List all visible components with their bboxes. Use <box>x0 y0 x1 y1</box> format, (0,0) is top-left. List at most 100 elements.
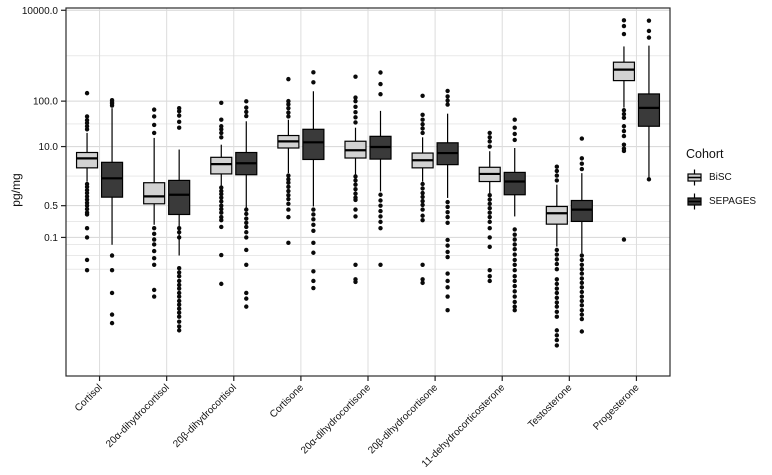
outlier-dot <box>621 31 627 37</box>
box <box>168 179 191 216</box>
outlier-dot <box>420 207 425 212</box>
outlier-dot <box>512 304 517 309</box>
outlier-dot <box>579 276 585 281</box>
outlier-dot <box>487 139 492 144</box>
series-bisc <box>75 18 636 348</box>
outlier-dot <box>353 214 358 219</box>
outlier-dot <box>151 231 157 237</box>
y-tick-label: 100.0 <box>33 97 58 108</box>
outlier-dot <box>420 198 425 204</box>
outlier-dot <box>176 294 182 299</box>
outlier-dot <box>84 90 90 96</box>
outlier-dot <box>445 237 450 243</box>
boxplot-sepages-2 <box>235 99 258 309</box>
outlier-dot <box>579 285 585 290</box>
outlier-dot <box>445 254 450 260</box>
outlier-dot <box>109 253 115 258</box>
outlier-dot <box>621 108 627 113</box>
outlier-dot <box>512 308 517 313</box>
outlier-dot <box>579 156 585 161</box>
y-tick-label: 10.0 <box>39 142 59 153</box>
boxplot-bisc-7 <box>545 164 568 348</box>
outlier-dot <box>445 204 450 210</box>
outlier-dot <box>244 262 249 267</box>
outlier-dot <box>487 197 492 202</box>
outlier-dot <box>554 266 560 272</box>
outlier-dot <box>151 242 157 247</box>
outlier-dot <box>244 220 249 225</box>
boxplot-sepages-4 <box>369 70 392 267</box>
outlier-dot <box>219 281 224 287</box>
outlier-dot <box>378 81 383 87</box>
legend: Cohort BiSC SEPAGES <box>686 147 756 217</box>
box <box>637 93 661 127</box>
outlier-dot <box>646 18 652 23</box>
boxplot-sepages-7 <box>570 136 593 334</box>
outlier-dot <box>219 191 224 197</box>
outlier-dot <box>554 247 560 253</box>
outlier-dot <box>286 173 291 178</box>
outlier-dot <box>84 267 90 273</box>
outlier-dot <box>487 130 492 136</box>
outlier-dot <box>219 135 224 140</box>
outlier-dot <box>311 222 316 227</box>
outlier-dot <box>445 94 450 99</box>
outlier-dot <box>151 130 157 136</box>
outlier-dot <box>445 98 450 103</box>
outlier-dot <box>487 144 492 149</box>
outlier-dot <box>579 161 585 166</box>
outlier-dot <box>579 280 585 286</box>
boxplot-bisc-8 <box>612 18 636 242</box>
outlier-dot <box>445 88 450 94</box>
outlier-dot <box>219 206 224 212</box>
outlier-dot <box>512 289 517 294</box>
outlier-dot <box>176 274 182 279</box>
outlier-dot <box>244 207 249 212</box>
outlier-dot <box>512 125 517 130</box>
outlier-dot <box>176 113 182 118</box>
outlier-dot <box>151 237 157 242</box>
outlier-dot <box>151 122 157 128</box>
outlier-dot <box>487 135 492 140</box>
y-tick-label: 0.5 <box>44 201 58 212</box>
outlier-dot <box>176 319 182 324</box>
outlier-dot <box>109 290 115 296</box>
outlier-dot <box>621 111 627 117</box>
outlier-dot <box>176 125 182 130</box>
outlier-dot <box>420 262 425 267</box>
outlier-dot <box>219 188 224 194</box>
outlier-dot <box>84 257 90 263</box>
outlier-dot <box>445 308 450 313</box>
outlier-dot <box>286 193 291 198</box>
outlier-dot <box>84 203 90 208</box>
boxplot-bisc-1 <box>143 107 166 299</box>
outlier-dot <box>554 333 560 338</box>
outlier-dot <box>286 196 291 202</box>
outlier-dot <box>512 262 517 267</box>
outlier-dot <box>512 299 517 305</box>
outlier-dot <box>353 104 358 110</box>
outlier-dot <box>487 278 492 284</box>
outlier-dot <box>378 92 383 97</box>
outlier-dot <box>151 107 157 112</box>
outlier-dot <box>579 166 585 172</box>
outlier-dot <box>176 266 182 271</box>
outlier-dot <box>621 128 627 134</box>
outlier-dot <box>445 285 450 290</box>
y-tick-label: 10000.0 <box>22 6 59 17</box>
x-tick-label: 20α-dihydrocortisone <box>299 382 373 456</box>
outlier-dot <box>487 205 492 211</box>
outlier-dot <box>579 266 585 272</box>
gridlines-vertical <box>99 8 637 376</box>
box <box>570 199 593 223</box>
outlier-dot <box>420 93 425 99</box>
outlier-dot <box>311 278 316 284</box>
outlier-dot <box>378 214 383 219</box>
box <box>143 182 166 205</box>
outlier-dot <box>176 302 182 307</box>
outlier-dot <box>512 237 517 242</box>
outlier-dot <box>151 248 157 254</box>
x-tick-label: Cortisone <box>268 382 306 420</box>
outlier-dot <box>487 274 492 279</box>
boxplot-key-icon <box>687 169 702 186</box>
